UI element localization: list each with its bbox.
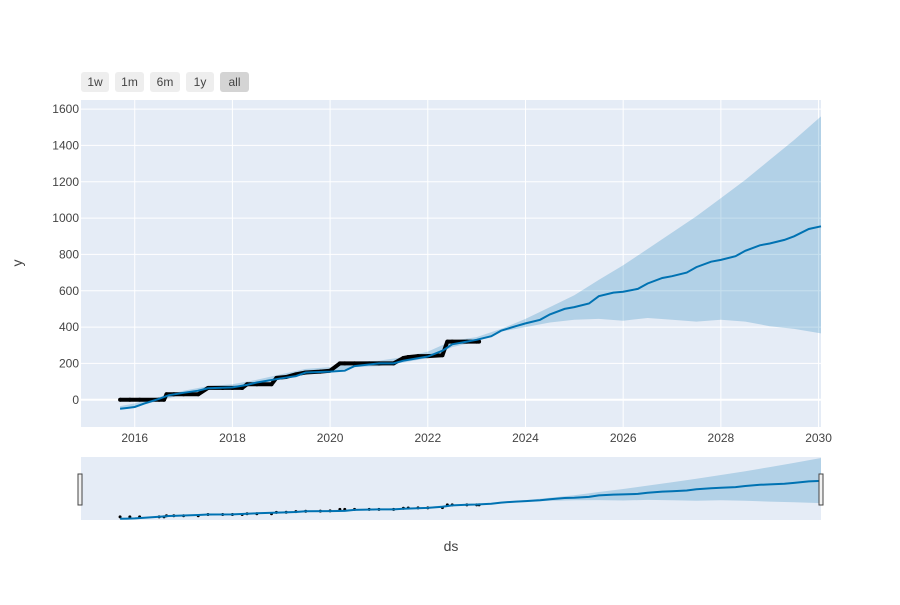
range-button-1m[interactable]: 1m bbox=[115, 72, 144, 92]
x-tick-label: 2026 bbox=[610, 431, 637, 445]
observed-point bbox=[342, 361, 347, 366]
x-tick-label: 2016 bbox=[121, 431, 148, 445]
observed-point bbox=[450, 339, 455, 344]
observed-point bbox=[196, 392, 201, 397]
main-plot-background bbox=[81, 100, 821, 427]
observed-point bbox=[445, 339, 450, 344]
forecast-line bbox=[120, 479, 822, 520]
forecast-line bbox=[119, 225, 822, 410]
range-button-6m[interactable]: 6m bbox=[150, 72, 180, 92]
x-tick-label: 2018 bbox=[219, 431, 246, 445]
y-tick-label: 1200 bbox=[52, 175, 79, 189]
x-tick-label: 2028 bbox=[708, 431, 735, 445]
y-tick-label: 1400 bbox=[52, 138, 79, 152]
x-tick-label: 2020 bbox=[317, 431, 344, 445]
y-tick-label: 800 bbox=[59, 247, 79, 261]
main-plot-marks bbox=[118, 116, 822, 410]
observed-point bbox=[406, 355, 411, 360]
observed-point bbox=[269, 382, 274, 387]
x-tick-label: 2024 bbox=[512, 431, 539, 445]
observed-point bbox=[240, 385, 245, 390]
y-tick-labels: 0 200 400 600 800 1000 1200 1400 1600 bbox=[52, 102, 79, 407]
y-tick-label: 1600 bbox=[52, 102, 79, 116]
x-tick-label: 2030 bbox=[805, 431, 832, 445]
range-slider-left-handle[interactable] bbox=[77, 473, 83, 506]
uncertainty-band bbox=[120, 458, 822, 519]
range-slider-marks bbox=[118, 458, 822, 520]
range-slider-right-handle[interactable] bbox=[818, 473, 824, 506]
y-tick-label: 1000 bbox=[52, 211, 79, 225]
x-tick-labels: 2016 2018 2020 2022 2024 2026 2028 2030 bbox=[121, 431, 832, 445]
observed-point bbox=[127, 397, 132, 402]
y-tick-label: 0 bbox=[72, 393, 79, 407]
x-axis-label: ds bbox=[444, 538, 459, 554]
observed-point bbox=[118, 515, 122, 519]
y-gridlines bbox=[81, 108, 821, 401]
observed-point bbox=[440, 353, 445, 358]
observed-point bbox=[162, 397, 167, 402]
observed-point bbox=[137, 397, 142, 402]
observed-point bbox=[337, 361, 342, 366]
observed-point bbox=[352, 361, 357, 366]
observed-point bbox=[401, 355, 406, 360]
range-button-1w[interactable]: 1w bbox=[81, 72, 109, 92]
x-tick-label: 2022 bbox=[414, 431, 441, 445]
y-axis-label: y bbox=[9, 260, 25, 267]
range-button-1y[interactable]: 1y bbox=[186, 72, 214, 92]
y-tick-label: 200 bbox=[59, 356, 79, 370]
observed-point bbox=[118, 397, 123, 402]
uncertainty-band bbox=[120, 116, 822, 410]
y-tick-label: 400 bbox=[59, 320, 79, 334]
y-tick-label: 600 bbox=[59, 284, 79, 298]
range-button-all[interactable]: all bbox=[220, 72, 249, 92]
observed-point bbox=[477, 339, 482, 344]
